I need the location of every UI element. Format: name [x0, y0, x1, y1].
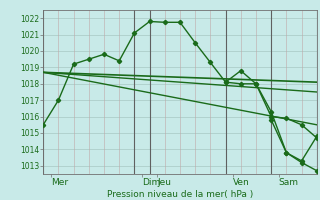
X-axis label: Pression niveau de la mer( hPa ): Pression niveau de la mer( hPa ): [107, 190, 253, 199]
